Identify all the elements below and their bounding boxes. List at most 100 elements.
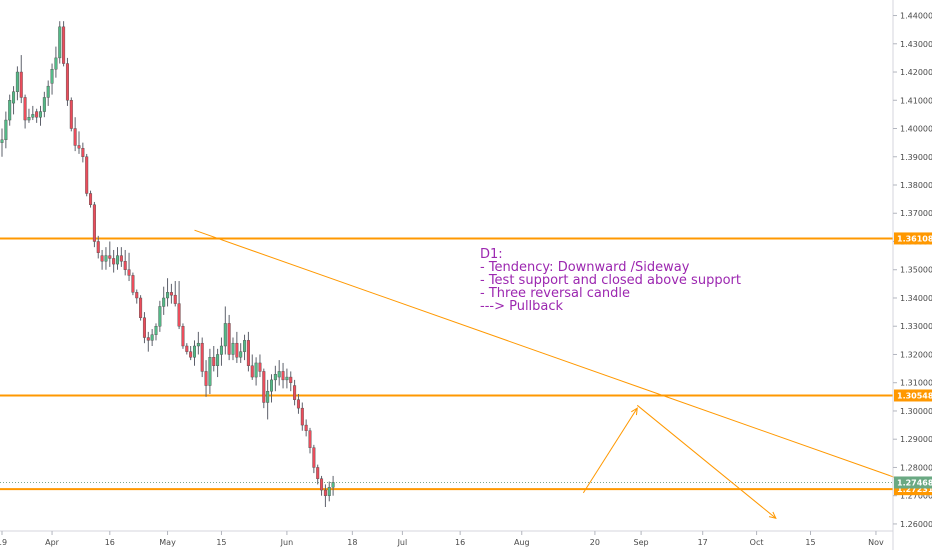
projection-arrows bbox=[582, 404, 777, 520]
time-tick-label: May bbox=[159, 538, 176, 547]
price-tick-label: 1.28000 bbox=[900, 463, 932, 472]
level-price-tag: 1.27231 bbox=[897, 485, 932, 494]
price-tick-label: 1.40000 bbox=[900, 125, 932, 134]
bullish-candle bbox=[54, 57, 58, 70]
bearish-candle bbox=[300, 407, 304, 426]
bearish-candle bbox=[123, 261, 127, 270]
bullish-candle bbox=[115, 255, 119, 265]
bearish-candle bbox=[189, 351, 193, 358]
bearish-candle bbox=[89, 193, 93, 205]
time-axis[interactable]: 19 Apr 16 May 15 Jun 18 Jul 16 Aug 20 Sep 17 Oct 15 Nov bbox=[0, 531, 884, 547]
bearish-candle bbox=[227, 323, 231, 355]
time-tick-label: 17 bbox=[698, 538, 708, 547]
price-tick-label: 1.26000 bbox=[900, 520, 932, 529]
bullish-candle bbox=[216, 354, 220, 366]
bearish-candle bbox=[135, 292, 139, 299]
bearish-candle bbox=[235, 342, 239, 358]
level-price-tag-bg bbox=[894, 232, 932, 245]
price-tick-label: 1.31000 bbox=[900, 379, 932, 388]
bearish-candle bbox=[246, 340, 250, 366]
price-axis[interactable]: 1.26000 1.27000 1.28000 1.29000 1.30000 1.310… bbox=[893, 12, 932, 529]
annotation-line: - Test support and closed above support bbox=[480, 273, 741, 288]
bearish-candle bbox=[77, 145, 81, 149]
bearish-candle bbox=[185, 345, 189, 352]
bullish-candle bbox=[285, 376, 289, 381]
time-tick-label: 16 bbox=[105, 538, 115, 547]
bullish-candle bbox=[150, 334, 154, 341]
bullish-candle bbox=[273, 374, 277, 381]
bullish-candle bbox=[58, 26, 62, 59]
bearish-candle bbox=[81, 148, 85, 157]
bearish-candle bbox=[146, 337, 150, 341]
current-price-tag: 1.27468 bbox=[897, 478, 932, 487]
bearish-candle bbox=[212, 357, 216, 366]
bearish-candle bbox=[304, 424, 308, 431]
time-tick-label: Apr bbox=[45, 538, 60, 547]
projection-arrow-head bbox=[631, 407, 638, 416]
bullish-candle bbox=[219, 345, 223, 355]
bearish-candle bbox=[85, 156, 89, 194]
bearish-candle bbox=[200, 342, 204, 372]
bearish-candle bbox=[35, 111, 39, 118]
bearish-candle bbox=[96, 241, 100, 253]
bearish-candle bbox=[92, 204, 96, 242]
bearish-candle bbox=[316, 467, 320, 479]
time-tick-label: 20 bbox=[590, 538, 600, 547]
bullish-candle bbox=[331, 482, 335, 488]
time-tick-label: 15 bbox=[216, 538, 226, 547]
price-tick-label: 1.42000 bbox=[900, 68, 932, 77]
price-tick-label: 1.27000 bbox=[900, 492, 932, 501]
bearish-candle bbox=[108, 255, 112, 259]
bullish-candle bbox=[158, 306, 162, 327]
time-tick-label: Jul bbox=[397, 538, 408, 547]
price-tick-label: 1.41000 bbox=[900, 96, 932, 105]
price-tick-label: 1.35000 bbox=[900, 266, 932, 275]
bullish-candle bbox=[231, 342, 235, 355]
price-tick-label: 1.29000 bbox=[900, 435, 932, 444]
bearish-candle bbox=[100, 255, 104, 262]
price-tick-label: 1.44000 bbox=[900, 12, 932, 21]
bullish-candle bbox=[266, 390, 270, 403]
bullish-candle bbox=[223, 323, 227, 347]
bearish-candle bbox=[173, 294, 177, 304]
bearish-candle bbox=[289, 376, 293, 383]
bullish-candle bbox=[31, 114, 35, 118]
bullish-candle bbox=[46, 85, 50, 98]
bullish-candle bbox=[15, 71, 19, 92]
bearish-candle bbox=[177, 303, 181, 327]
price-tick-label: 1.32000 bbox=[900, 350, 932, 359]
level-price-tag: 1.30548 bbox=[897, 391, 932, 400]
price-tick-label: 1.43000 bbox=[900, 40, 932, 49]
bullish-candle bbox=[12, 91, 16, 104]
bullish-candle bbox=[4, 119, 8, 141]
level-price-tag-bg bbox=[894, 389, 932, 402]
bullish-candle bbox=[277, 371, 281, 378]
price-tick-label: 1.33000 bbox=[900, 322, 932, 331]
bearish-candle bbox=[323, 489, 327, 496]
time-tick-label: 15 bbox=[805, 538, 815, 547]
trendline-group bbox=[194, 229, 911, 484]
annotation-line: D1: bbox=[480, 247, 503, 262]
projection-arrow-head bbox=[768, 511, 777, 520]
annotation-line: ---> Pullback bbox=[480, 299, 564, 314]
bullish-candle bbox=[8, 100, 12, 121]
bearish-candle bbox=[131, 275, 135, 293]
time-tick-label: Jun bbox=[280, 538, 294, 547]
bearish-candle bbox=[281, 371, 285, 381]
bearish-candle bbox=[127, 269, 131, 276]
bearish-candle bbox=[169, 292, 173, 296]
bearish-candle bbox=[250, 365, 254, 378]
bullish-candle bbox=[154, 326, 158, 335]
bullish-candle bbox=[327, 487, 331, 496]
bullish-candle bbox=[208, 357, 212, 386]
bearish-candle bbox=[262, 371, 266, 403]
bullish-candle bbox=[243, 340, 247, 352]
price-tick-label: 1.37000 bbox=[900, 209, 932, 218]
bearish-candle bbox=[62, 26, 66, 64]
candles bbox=[0, 21, 335, 507]
bearish-candle bbox=[312, 447, 316, 468]
bullish-candle bbox=[196, 342, 200, 347]
bullish-candle bbox=[192, 345, 196, 358]
time-tick-label: Aug bbox=[514, 538, 530, 547]
bullish-candle bbox=[104, 255, 108, 262]
